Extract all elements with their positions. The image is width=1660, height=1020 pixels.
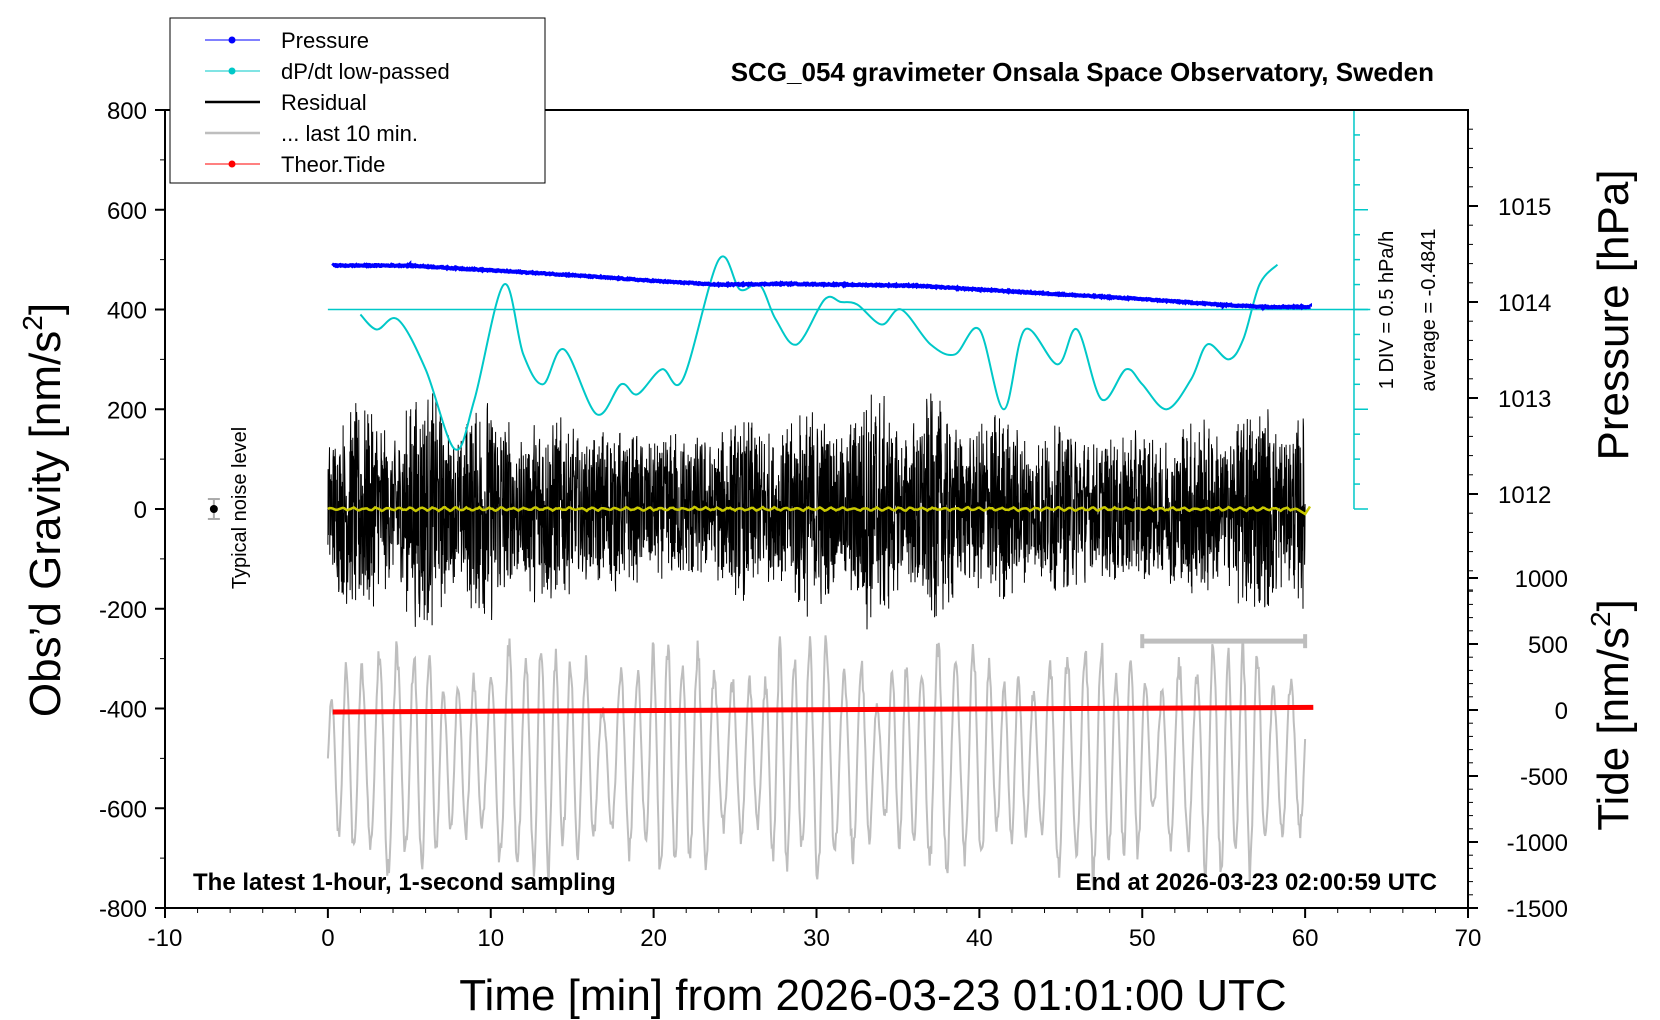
series-residual (327, 393, 1306, 630)
y-axis-label-pressure: Pressure [hPa] (1589, 169, 1638, 460)
bottom-left-note: The latest 1-hour, 1-second sampling (193, 869, 616, 896)
x-tick-label: 60 (1292, 925, 1319, 952)
y-left-tick-label: -600 (99, 796, 147, 823)
x-tick-label: 10 (477, 925, 504, 952)
x-tick-label: 0 (321, 925, 334, 952)
y-axis-label-tide: Tide [nm/s2] (1585, 599, 1638, 831)
y-tide-tick-label: 1000 (1515, 566, 1568, 593)
legend-label: dP/dt low-passed (281, 59, 450, 84)
y-left-tick-label: 800 (107, 98, 147, 125)
series-dpdt-lowpassed (359, 255, 1279, 451)
x-tick-label: 30 (803, 925, 830, 952)
y-tide-tick-label: 500 (1528, 632, 1568, 659)
dpdt-scale-label: 1 DIV = 0.5 hPa/h (1376, 231, 1398, 389)
series-pressure (331, 260, 1312, 312)
x-tick-label: -10 (148, 925, 183, 952)
chart-title: SCG_054 gravimeter Onsala Space Observat… (731, 57, 1434, 87)
x-axis-label: Time [min] from 2026-03-23 01:01:00 UTC (459, 971, 1286, 1020)
y-pressure-tick-label: 1014 (1498, 290, 1551, 317)
noise-level-marker (209, 505, 218, 513)
series-last-10-min (326, 635, 1307, 891)
y-left-tick-label: 0 (134, 497, 147, 524)
legend-marker (228, 36, 236, 44)
series-layer (207, 109, 1371, 891)
y-pressure-tick-label: 1012 (1498, 482, 1551, 509)
y-left-tick-label: 600 (107, 198, 147, 225)
tick-layer: -10 0 10 20 30 40 50 60 70 800 600 400 200 0 -200 -400 -… (99, 98, 1568, 952)
series-theor-tide (332, 704, 1314, 715)
legend: Pressure dP/dt low-passed Residual ... last… (169, 17, 546, 184)
legend-label: Residual (281, 90, 367, 115)
x-tick-label: 70 (1455, 925, 1482, 952)
legend-box (169, 17, 546, 184)
legend-label: ... last 10 min. (281, 121, 418, 146)
y-pressure-tick-label: 1015 (1498, 194, 1551, 221)
legend-marker (228, 67, 236, 75)
y-left-tick-label: -800 (99, 896, 147, 923)
y-left-tick-label: 200 (107, 397, 147, 424)
y-left-tick-label: 400 (107, 298, 147, 325)
legend-label: Pressure (281, 28, 369, 53)
series-residual-lowpass (327, 505, 1312, 516)
x-tick-label: 50 (1129, 925, 1156, 952)
y-tide-tick-label: -1500 (1507, 896, 1568, 923)
x-tick-label: 20 (640, 925, 667, 952)
legend-marker (228, 160, 236, 168)
y-pressure-tick-label: 1013 (1498, 386, 1551, 413)
y-axis-label-gravity: Obs’d Gravity [nm/s2] (17, 303, 70, 717)
legend-label: Theor.Tide (281, 152, 385, 177)
y-left-tick-label: -400 (99, 697, 147, 724)
noise-level-label: Typical noise level (229, 427, 251, 589)
y-left-tick-label: -200 (99, 597, 147, 624)
x-tick-label: 40 (966, 925, 993, 952)
dpdt-average-label: average = -0.4841 (1418, 229, 1440, 392)
y-tide-tick-label: -500 (1520, 764, 1568, 791)
y-tide-tick-label: 0 (1555, 698, 1568, 725)
y-tide-tick-label: -1000 (1507, 830, 1568, 857)
bottom-right-note: End at 2026-03-23 02:00:59 UTC (1076, 869, 1438, 896)
